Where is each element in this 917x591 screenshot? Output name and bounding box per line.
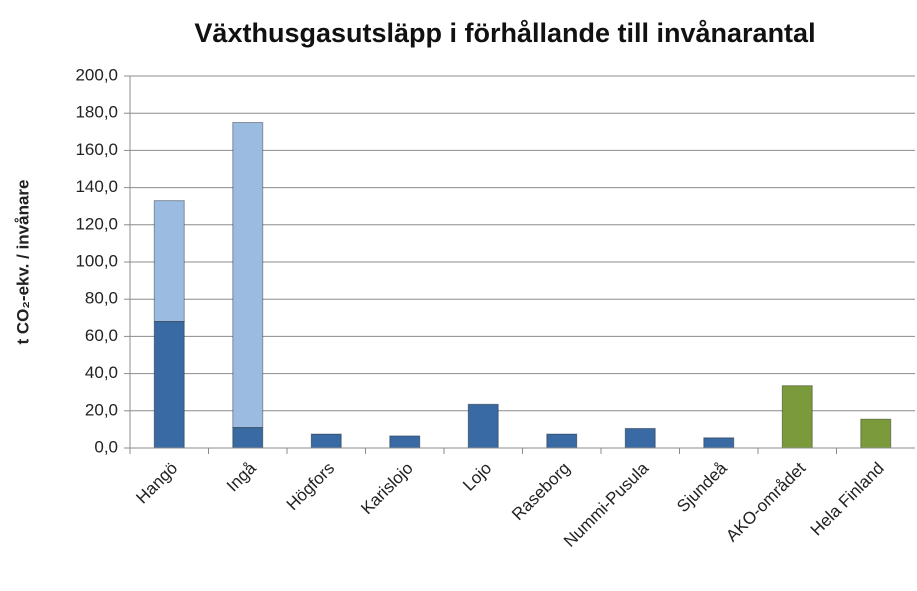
bar (232, 427, 264, 449)
y-tick-label: 200,0 (75, 65, 118, 84)
bar (703, 437, 735, 449)
y-tick-label: 0,0 (94, 437, 118, 456)
y-tick-label: 40,0 (85, 363, 118, 382)
x-tick-label: Hela Finland (807, 459, 888, 540)
x-tick-label: Lojo (459, 459, 495, 495)
x-tick-label: Nummi-Pusula (560, 458, 653, 551)
y-tick-label: 80,0 (85, 289, 118, 308)
x-tick-label: Raseborg (508, 459, 574, 525)
bar (153, 321, 185, 449)
bar (153, 200, 185, 323)
y-tick-label: 60,0 (85, 326, 118, 345)
x-tick-label: Hangö (132, 459, 181, 508)
y-axis-label: t CO₂-ekv. / invånare (13, 179, 32, 344)
x-tick-label: Sjundeå (673, 458, 731, 516)
bar (546, 433, 578, 449)
x-tick-label: Högfors (283, 459, 339, 515)
bar (310, 433, 342, 449)
chart-title: Växthusgasutsläpp i förhållande till inv… (194, 18, 815, 48)
bar (781, 385, 813, 449)
x-tick-label: Ingå (223, 458, 260, 495)
bar (860, 418, 892, 449)
y-tick-label: 20,0 (85, 400, 118, 419)
bar (624, 427, 656, 449)
bar (232, 122, 264, 429)
y-tick-label: 180,0 (75, 103, 118, 122)
y-tick-label: 120,0 (75, 214, 118, 233)
x-tick-label: AKO-området (722, 458, 809, 545)
y-tick-label: 100,0 (75, 251, 118, 270)
y-tick-label: 160,0 (75, 140, 118, 159)
x-tick-label: Karislojo (357, 459, 417, 519)
bar (389, 435, 421, 449)
bar (467, 403, 499, 449)
y-tick-label: 140,0 (75, 177, 118, 196)
